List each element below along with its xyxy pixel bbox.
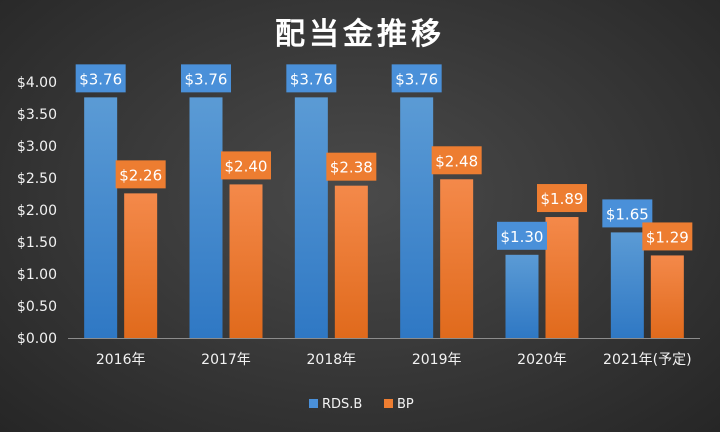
data-label-text: $1.65 (606, 205, 649, 223)
data-label-text: $3.76 (395, 70, 438, 88)
y-tick-label: $1.00 (17, 267, 57, 283)
legend: RDS.B BP (309, 397, 414, 412)
y-tick-label: $0.50 (17, 299, 57, 315)
y-axis: $0.00 $0.50 $1.00 $1.50 $2.00 $2.50 $3.00 $3.50… (17, 75, 57, 347)
data-label-text: $2.48 (435, 152, 478, 170)
data-label: $3.76 (181, 64, 231, 93)
legend-swatch (309, 399, 318, 408)
x-tick-label: 2018年 (307, 352, 357, 368)
data-label: $1.29 (642, 222, 693, 251)
x-tick-label: 2017年 (201, 352, 251, 368)
data-label-text: $2.40 (225, 157, 268, 175)
legend-swatch (384, 399, 393, 408)
y-tick-label: $4.00 (17, 75, 57, 91)
data-label-text: $2.38 (330, 159, 373, 177)
bar-rds-b-2 (294, 97, 328, 338)
bars (84, 97, 684, 338)
data-label: $1.65 (602, 199, 653, 228)
y-tick-label: $3.50 (17, 107, 57, 123)
bar-rds-b-4 (505, 254, 539, 338)
data-label: $1.89 (537, 184, 587, 213)
bar-bp-2 (334, 185, 368, 338)
legend-item: BP (384, 397, 414, 412)
y-tick-label: $1.50 (17, 235, 57, 251)
y-tick-label: $3.00 (17, 139, 57, 155)
data-label: $3.76 (391, 64, 442, 93)
data-label-box (497, 221, 547, 250)
bar-bp-0 (124, 193, 158, 338)
data-label-text: $1.29 (646, 228, 689, 246)
data-label-box (391, 64, 442, 93)
bar-rds-b-3 (400, 97, 434, 338)
y-tick-label: $2.00 (17, 203, 57, 219)
data-label-box (326, 152, 377, 181)
data-label-box (642, 222, 693, 251)
bar-rds-b-5 (610, 232, 644, 338)
bar-bp-3 (440, 179, 474, 338)
x-axis: 2016年 2017年 2018年 2019年 2020年 2021年(予定) (68, 338, 700, 368)
data-label-box (75, 64, 126, 93)
legend-label: RDS.B (322, 397, 362, 412)
data-label: $2.48 (431, 146, 482, 175)
bar-bp-4 (545, 217, 579, 338)
data-label-text: $3.76 (290, 70, 333, 88)
data-label-text: $3.76 (185, 70, 228, 88)
bar-bp-1 (229, 184, 263, 338)
data-label: $2.40 (221, 151, 271, 180)
legend-label: BP (397, 397, 414, 412)
data-label: $2.26 (115, 160, 166, 189)
data-label-text: $1.30 (501, 228, 544, 246)
data-label-text: $3.76 (79, 70, 122, 88)
y-tick-label: $2.50 (17, 171, 57, 187)
x-tick-label: 2021年(予定) (603, 352, 692, 368)
data-labels: $3.76 $2.26 $3.76 $2.40 $3.76 $2.38 $3.76 $2.48… (75, 64, 693, 251)
data-label: $1.30 (497, 221, 547, 250)
data-label-box (537, 184, 587, 213)
data-label-box (431, 146, 482, 175)
data-label: $3.76 (286, 64, 337, 93)
bar-bp-5 (650, 255, 684, 338)
x-tick-label: 2020年 (517, 352, 567, 368)
x-tick-label: 2016年 (96, 352, 146, 368)
data-label-box (181, 64, 231, 93)
data-label: $2.38 (326, 152, 377, 181)
data-label: $3.76 (75, 64, 126, 93)
data-label-box (286, 64, 337, 93)
data-label-text: $2.26 (119, 166, 162, 184)
x-tick-label: 2019年 (412, 352, 462, 368)
bar-rds-b-1 (189, 97, 223, 338)
bar-rds-b-0 (84, 97, 118, 338)
data-label-box (221, 151, 271, 180)
y-tick-label: $0.00 (17, 331, 57, 347)
chart-title: 配当金推移 (275, 17, 445, 52)
data-label-text: $1.89 (541, 190, 584, 208)
legend-item: RDS.B (309, 397, 362, 412)
data-label-box (115, 160, 166, 189)
